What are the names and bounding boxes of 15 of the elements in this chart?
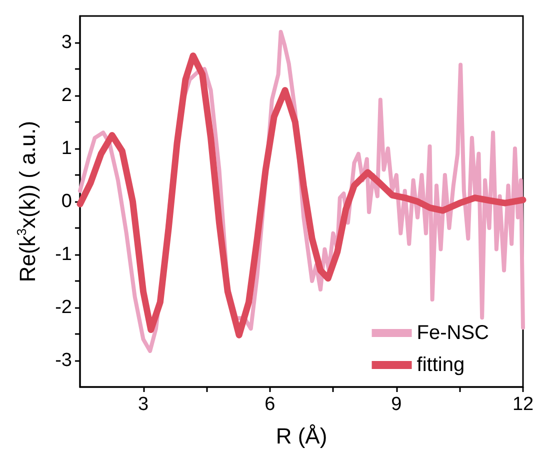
y-tick-label: 0 [61,191,72,212]
y-tick-label: -2 [55,297,72,318]
y-tick-label: 2 [61,85,72,106]
legend-label: Fe-NSC [416,322,490,344]
y-tick-label: 3 [61,32,72,53]
legend-label: fitting [416,354,465,376]
x-tick-label: 6 [264,394,276,415]
y-tick-label: -3 [55,350,72,371]
x-tick-label: 3 [138,394,149,415]
x-tick-label: 9 [391,394,402,415]
y-tick-label: 1 [61,138,72,159]
y-tick-label: -1 [55,244,72,265]
x-axis-title: R (Å) [276,424,328,448]
y-axis-title: Re(k3x(k)) ( a.u.) [14,120,40,282]
x-tick-label: 12 [512,394,534,415]
